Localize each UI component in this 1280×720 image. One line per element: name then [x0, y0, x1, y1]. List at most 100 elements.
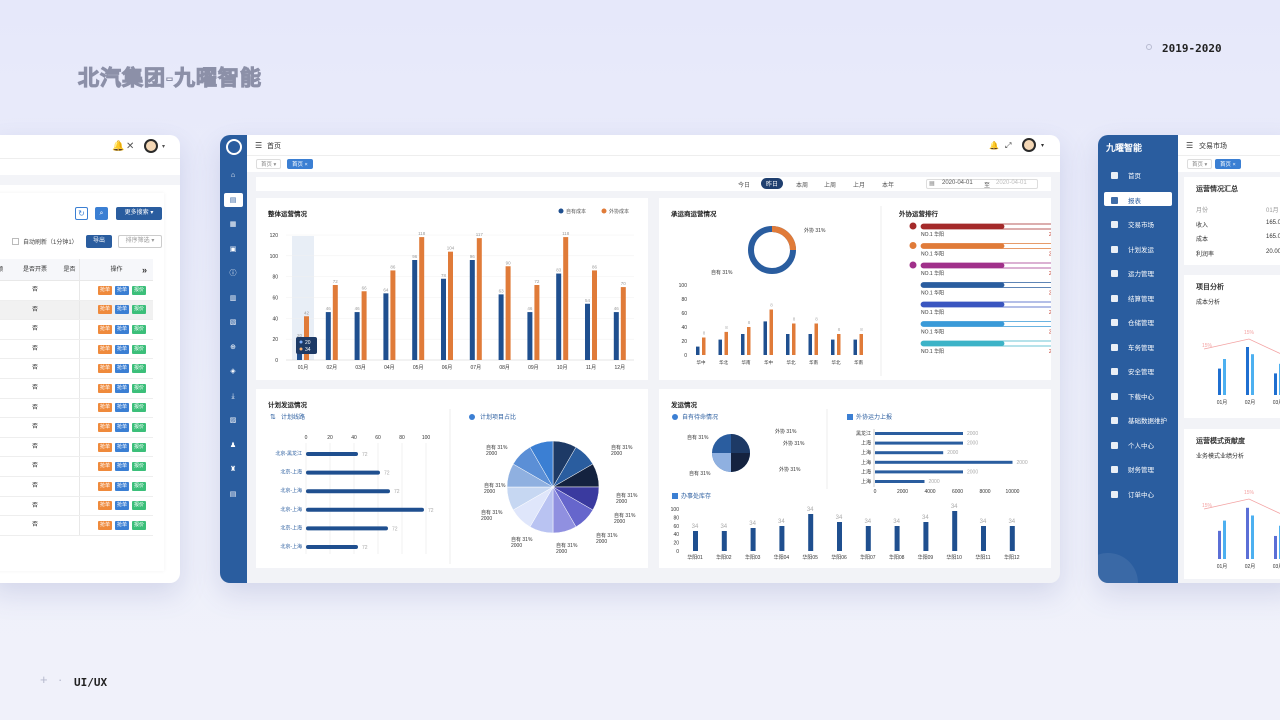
- table-row[interactable]: 否抢单 抢单 报价: [0, 457, 153, 477]
- table-row[interactable]: 否抢单 抢单 报价: [0, 437, 153, 458]
- avatar[interactable]: [1022, 138, 1036, 152]
- sidebar-nav-icon[interactable]: ▤: [229, 196, 237, 204]
- table-row[interactable]: 否抢单 抢单 报价: [0, 516, 153, 536]
- double-chevron-right-icon[interactable]: »: [141, 264, 147, 275]
- menu-icon[interactable]: [1111, 441, 1118, 449]
- sidebar-active-item[interactable]: [1104, 192, 1172, 206]
- sidebar-nav-icon[interactable]: ▦: [229, 221, 237, 228]
- grab-order-button[interactable]: 抢单: [115, 403, 130, 413]
- sidebar-nav-icon[interactable]: ⊕: [230, 343, 236, 351]
- search-button[interactable]: ⌕: [95, 207, 108, 220]
- fullscreen-icon[interactable]: ⤢: [1005, 141, 1012, 150]
- date-range-input[interactable]: [926, 179, 1038, 189]
- menu-icon[interactable]: [1111, 490, 1118, 498]
- grab-order-button[interactable]: 抢单: [98, 344, 113, 354]
- more-search-button[interactable]: 更多搜索 ▾: [116, 207, 162, 220]
- date-tab[interactable]: 今日: [738, 183, 751, 189]
- grab-order-button[interactable]: 抢单: [115, 481, 130, 491]
- sidebar-nav-icon[interactable]: ⌂: [230, 172, 236, 179]
- date-tab[interactable]: 上月: [853, 183, 866, 189]
- menu-icon[interactable]: [1111, 196, 1118, 204]
- tab-home-active[interactable]: 首页 ×: [1215, 159, 1241, 169]
- sidebar-nav-icon[interactable]: ◈: [230, 368, 236, 375]
- quote-button[interactable]: 报价: [132, 442, 147, 452]
- date-tab[interactable]: 上周: [824, 183, 837, 189]
- sidebar-nav-icon[interactable]: ▥: [229, 294, 237, 302]
- sidebar-nav-icon[interactable]: ▨: [229, 417, 237, 424]
- quote-button[interactable]: 报价: [132, 403, 147, 413]
- quote-button[interactable]: 报价: [132, 344, 147, 354]
- sidebar-item-1[interactable]: 报表: [1128, 197, 1141, 205]
- menu-icon[interactable]: [1111, 368, 1118, 375]
- grab-order-button[interactable]: 抢单: [115, 324, 130, 334]
- grab-order-button[interactable]: 抢单: [98, 520, 113, 530]
- refresh-button[interactable]: ↻: [75, 207, 88, 220]
- sidebar-item-5[interactable]: 结算管理: [1128, 295, 1154, 303]
- menu-icon[interactable]: [1111, 392, 1118, 400]
- chevron-down-icon[interactable]: ▾: [1041, 143, 1045, 149]
- table-row[interactable]: 否抢单 抢单 报价: [0, 476, 153, 497]
- menu-icon[interactable]: [1111, 466, 1118, 473]
- grab-order-button[interactable]: 抢单: [98, 442, 113, 452]
- grab-order-button[interactable]: 抢单: [115, 422, 130, 432]
- chevron-down-icon[interactable]: ▾: [162, 144, 166, 150]
- sidebar-nav-icon[interactable]: ⓘ: [229, 270, 237, 277]
- sidebar-nav-icon[interactable]: ▤: [229, 490, 237, 498]
- sidebar-item-2[interactable]: 交易市场: [1128, 222, 1154, 229]
- grab-order-button[interactable]: 抢单: [115, 285, 130, 295]
- bell-icon[interactable]: 🔔: [989, 141, 999, 150]
- grab-order-button[interactable]: 抢单: [115, 501, 130, 511]
- grab-order-button[interactable]: 抢单: [115, 442, 130, 452]
- tab-home[interactable]: 首页 ▾: [256, 159, 282, 169]
- export-button[interactable]: 导出: [86, 235, 112, 248]
- quote-button[interactable]: 报价: [132, 501, 147, 511]
- tab-home-active[interactable]: 首页 ×: [287, 159, 313, 169]
- sidebar-active-item[interactable]: [224, 193, 243, 207]
- quote-button[interactable]: 报价: [132, 481, 147, 491]
- sidebar-item-6[interactable]: 仓储管理: [1128, 320, 1154, 327]
- table-row[interactable]: 否抢单 抢单 报价: [0, 339, 153, 360]
- quote-button[interactable]: 报价: [132, 324, 147, 334]
- fullscreen-icon[interactable]: ✕: [126, 141, 135, 152]
- grab-order-button[interactable]: 抢单: [98, 462, 113, 472]
- grab-order-button[interactable]: 抢单: [98, 305, 113, 315]
- sidebar-item-3[interactable]: 计划发运: [1128, 246, 1154, 254]
- quote-button[interactable]: 报价: [132, 305, 147, 315]
- date-tab[interactable]: 昨日: [761, 178, 784, 189]
- sidebar-item-7[interactable]: 车务管理: [1128, 344, 1154, 352]
- grab-order-button[interactable]: 抢单: [98, 285, 113, 295]
- grab-order-button[interactable]: 抢单: [98, 481, 113, 491]
- table-row[interactable]: 否抢单 抢单 报价: [0, 300, 153, 321]
- table-row[interactable]: 否抢单 抢单 报价: [0, 418, 153, 438]
- auto-refresh-checkbox[interactable]: [12, 238, 19, 245]
- grab-order-button[interactable]: 抢单: [115, 520, 130, 530]
- sidebar-nav-icon[interactable]: ♜: [229, 466, 237, 473]
- menu-icon[interactable]: ☰: [1186, 141, 1194, 150]
- sidebar-nav-icon[interactable]: ▣: [229, 245, 237, 253]
- calendar-icon[interactable]: ▦: [929, 181, 935, 187]
- sidebar-nav-icon[interactable]: ⤓: [231, 392, 235, 400]
- sidebar-item-4[interactable]: 运力管理: [1128, 271, 1154, 278]
- grab-order-button[interactable]: 抢单: [98, 403, 113, 413]
- menu-icon[interactable]: [1111, 343, 1118, 351]
- quote-button[interactable]: 报价: [132, 462, 147, 472]
- quote-button[interactable]: 报价: [132, 383, 147, 393]
- grab-order-button[interactable]: 抢单: [115, 364, 130, 374]
- table-row[interactable]: 否抢单 抢单 报价: [0, 320, 153, 340]
- table-row[interactable]: 否抢单 抢单 报价: [0, 359, 153, 379]
- grab-order-button[interactable]: 抢单: [98, 383, 113, 393]
- sidebar-item-12[interactable]: 财务管理: [1128, 467, 1154, 474]
- sidebar-item-11[interactable]: 个人中心: [1128, 442, 1154, 450]
- menu-icon[interactable]: [1111, 294, 1118, 302]
- grab-order-button[interactable]: 抢单: [115, 344, 130, 354]
- sidebar-item-0[interactable]: 首页: [1128, 173, 1141, 180]
- grab-order-button[interactable]: 抢单: [98, 324, 113, 334]
- sidebar-nav-icon[interactable]: ▧: [229, 319, 237, 326]
- sort-filter-select[interactable]: 排序筛选 ▾: [118, 235, 162, 248]
- menu-icon[interactable]: [1111, 270, 1118, 277]
- avatar[interactable]: [144, 139, 158, 153]
- grab-order-button[interactable]: 抢单: [115, 383, 130, 393]
- quote-button[interactable]: 报价: [132, 364, 147, 374]
- sidebar-item-8[interactable]: 安全管理: [1128, 369, 1154, 376]
- grab-order-button[interactable]: 抢单: [98, 422, 113, 432]
